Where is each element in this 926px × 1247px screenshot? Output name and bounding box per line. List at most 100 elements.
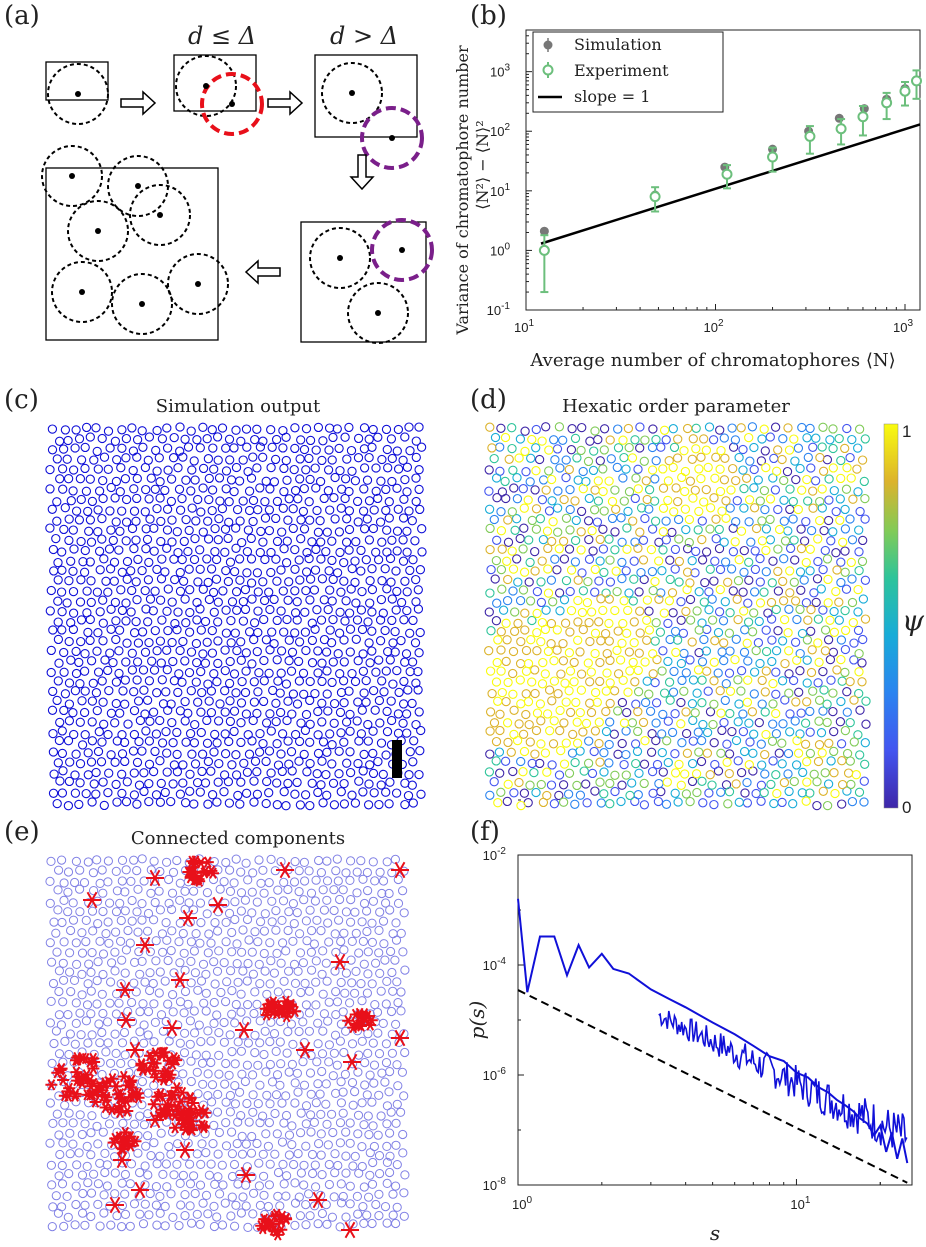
sim-point: [539, 226, 549, 236]
x-tick-label: 101: [514, 318, 534, 335]
y-tick-label-exp: -2: [497, 846, 506, 857]
cond-gt: d > Δ: [330, 22, 398, 50]
domain-box-1: [45, 61, 109, 101]
panel-d-label: (d): [470, 385, 507, 415]
disk-centers: [69, 83, 405, 316]
hexatic-rings: [484, 422, 871, 808]
y-tick-label-exp: -4: [497, 956, 506, 967]
y-axis-label: p(s): [465, 1001, 489, 1040]
x-tick-label-exp: 2: [718, 318, 724, 329]
y-tick-label-base: 10: [490, 184, 504, 199]
y-tick-label: 103: [490, 63, 510, 80]
hexatic-rings: [484, 422, 871, 811]
arrow-right-1-icon: [120, 90, 157, 116]
arrow-left-icon: [244, 259, 281, 285]
y-tick-label-exp: 1: [504, 182, 510, 193]
y-tick-label-base: 10: [490, 124, 504, 139]
p-of-s-curve: [517, 898, 909, 1164]
disk-4b: [370, 218, 434, 282]
axes-box: [525, 29, 921, 311]
y-tick-label: 100: [490, 241, 510, 258]
y-tick-label: 10-4: [483, 956, 507, 973]
exp-point: [835, 123, 847, 135]
exp-point: [721, 168, 733, 180]
x-tick-label: 101: [790, 1195, 810, 1212]
disk-4a: [309, 227, 371, 289]
x-tick-label-exp: 0: [526, 1195, 532, 1206]
legend-label: Simulation: [574, 35, 662, 54]
panel-e-title: Connected components: [131, 828, 345, 849]
x-tick-label-exp: 1: [528, 318, 534, 329]
disk-rejected: [200, 72, 264, 136]
y-tick-label: 10-8: [483, 1176, 507, 1193]
legend-box: [532, 31, 724, 113]
colorbar-symbol: ψ: [902, 604, 925, 637]
panel-a-label: (a): [4, 1, 40, 31]
y-tick-label: 102: [490, 122, 510, 139]
colorbar: [883, 423, 899, 809]
arrow-right-2-icon: [267, 90, 304, 116]
disk-3: [321, 62, 383, 124]
slope-line: [540, 123, 921, 245]
disk-4c: [347, 282, 409, 344]
exp-point: [804, 130, 816, 142]
p-of-s-noise: [658, 1010, 908, 1148]
x-tick-label: 100: [512, 1195, 532, 1212]
y-tick-label-base: 10: [490, 243, 504, 258]
colorbar-max: 1: [902, 422, 911, 441]
cluster-stars: [45, 855, 409, 1241]
exp-point: [899, 85, 911, 97]
x-tick-label-base: 10: [893, 320, 907, 335]
y-tick-label-base: 10: [483, 1068, 497, 1083]
y-tick-label-exp: -8: [497, 1176, 506, 1187]
exp-point: [857, 111, 869, 123]
exp-point: [538, 244, 550, 256]
y-tick-label: 10-2: [483, 846, 507, 863]
y-tick-label: 10-6: [483, 1066, 507, 1083]
connected-components-image: [45, 854, 410, 1241]
packed-disks: [41, 145, 229, 335]
exp-point: [649, 191, 661, 203]
exp-point: [767, 151, 779, 163]
domain-box-4: [300, 221, 427, 343]
y-tick-label: 10-1: [487, 301, 511, 318]
panel-e-label: (e): [4, 817, 40, 847]
simulation-output-image: [45, 422, 427, 811]
y-tick-label-exp: -6: [497, 1066, 506, 1077]
y-tick-label-base: 10: [483, 848, 497, 863]
x-tick-label: 102: [703, 318, 723, 335]
legend-label: slope = 1: [574, 87, 650, 106]
particle-rings: [45, 422, 427, 811]
y-tick-label-base: 10: [490, 65, 504, 80]
x-tick-label-base: 10: [790, 1197, 804, 1212]
hexatic-rings: [485, 422, 869, 809]
panel-f-label: (f): [470, 817, 500, 847]
panel-c-title: Simulation output: [156, 396, 321, 417]
power-law-line: [517, 989, 908, 1184]
disk-accepted: [360, 106, 424, 170]
disk-2: [175, 55, 237, 117]
schematic-diagram: [41, 54, 434, 344]
x-axis-label: Average number of chromatophores ⟨N⟩: [529, 350, 895, 371]
x-tick-label-exp: 3: [907, 318, 913, 329]
colorbar-min: 0: [902, 798, 911, 817]
domain-box-3: [314, 54, 418, 138]
disk-1: [47, 63, 109, 125]
x-axis-label: s: [710, 1221, 720, 1245]
x-tick-label-base: 10: [703, 320, 717, 335]
x-tick-label-exp: 1: [805, 1195, 811, 1206]
y-tick-label-base: 10: [483, 958, 497, 973]
hexatic-rings: [484, 422, 871, 810]
arrow-down-icon: [349, 154, 375, 191]
y-tick-label-exp: 2: [504, 122, 510, 133]
y-axis-label-2: ⟨N²⟩ − ⟨N⟩²: [473, 120, 492, 209]
exp-point: [881, 97, 893, 109]
panel-d-title: Hexatic order parameter: [562, 396, 790, 417]
component-rings: [45, 854, 410, 1232]
y-tick-label-exp: 3: [504, 63, 510, 74]
legend-label: Experiment: [574, 61, 669, 80]
legend-exp-marker: [542, 64, 554, 76]
